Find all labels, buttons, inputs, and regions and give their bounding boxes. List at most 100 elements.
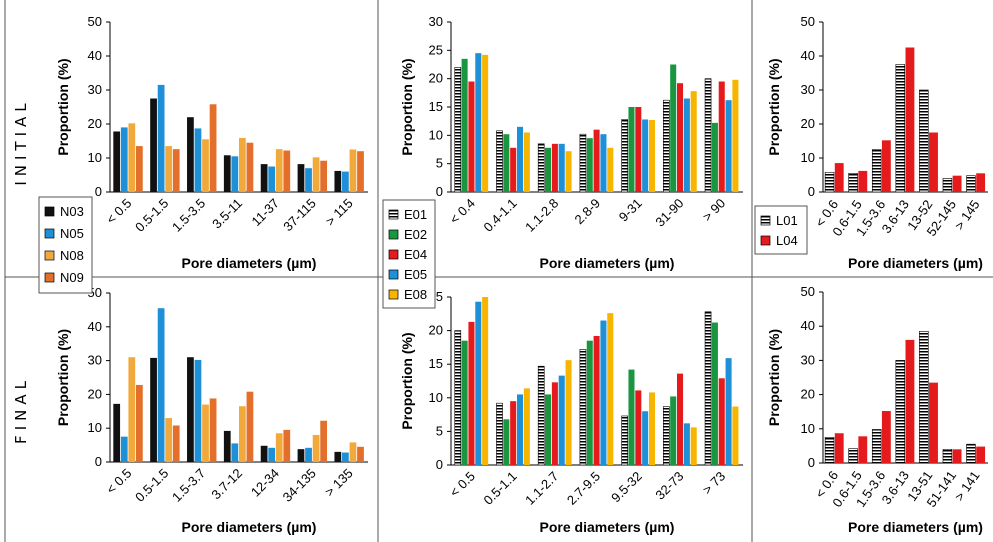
bar-L04-2 bbox=[881, 140, 891, 192]
chart-E-initial: 0 5 10 15 20 25 30 < 0.4 0.4-1.1 1.1-2.8 2.8-9 9-31… bbox=[399, 14, 743, 271]
bar-E01-3 bbox=[579, 349, 587, 466]
bar-N05-0 bbox=[120, 127, 128, 192]
bar-E04-4 bbox=[635, 107, 642, 192]
bar-E08-4 bbox=[648, 120, 656, 192]
bar-E01-5 bbox=[663, 406, 670, 466]
bar-N05-3 bbox=[231, 443, 239, 462]
bar-L04-6 bbox=[976, 446, 986, 463]
y-tick-label: 5 bbox=[436, 156, 443, 171]
bar-L04-0 bbox=[834, 433, 844, 463]
bar-L01-2 bbox=[871, 429, 882, 464]
bar-E04-2 bbox=[551, 382, 558, 465]
bar-L04-2 bbox=[881, 411, 891, 463]
bar-E04-6 bbox=[718, 378, 725, 465]
bar-N09-0 bbox=[135, 146, 143, 192]
x-tick-label: 9-31 bbox=[616, 196, 645, 225]
bar-E08-3 bbox=[607, 147, 614, 192]
bar-E04-6 bbox=[718, 81, 725, 192]
x-tick-label: 31-90 bbox=[652, 196, 686, 230]
bar-E01-2 bbox=[537, 365, 545, 466]
bar-E05-0 bbox=[475, 53, 482, 192]
x-tick-label: 32-73 bbox=[652, 469, 686, 503]
bar-E01-2 bbox=[537, 143, 545, 193]
bar-L04-4 bbox=[929, 132, 938, 192]
bar-E08-2 bbox=[565, 360, 572, 465]
y-tick-label: 20 bbox=[801, 387, 815, 402]
bar-N03-2 bbox=[187, 117, 194, 192]
bar-E04-4 bbox=[635, 390, 642, 465]
bar-N08-2 bbox=[202, 404, 209, 462]
legend-label-E02: E02 bbox=[404, 227, 427, 242]
bar-E02-6 bbox=[711, 122, 718, 192]
y-tick-label: 10 bbox=[88, 150, 102, 165]
bar-N08-3 bbox=[239, 137, 246, 192]
bar-E01-0 bbox=[454, 67, 462, 193]
row-label-initial: INITIAL bbox=[12, 98, 30, 185]
y-tick-label: 30 bbox=[88, 82, 102, 97]
legend-swatch-E04 bbox=[388, 249, 399, 260]
y-tick-label: 20 bbox=[429, 71, 443, 86]
y-tick-label: 20 bbox=[429, 323, 443, 338]
bar-E05-1 bbox=[516, 394, 524, 465]
x-tick-label: < 0.5 bbox=[103, 466, 134, 497]
x-tick-label: 37-115 bbox=[280, 196, 319, 235]
legend-label-N08: N08 bbox=[60, 248, 84, 263]
bar-N05-4 bbox=[268, 447, 276, 462]
x-tick-label: 2.7-9.5 bbox=[564, 469, 603, 508]
legend-E: E01 E02 E04 E05 E08 bbox=[382, 199, 436, 309]
bar-N05-1 bbox=[157, 84, 165, 192]
x-tick-label: 3.7-12 bbox=[208, 466, 245, 503]
x-tick-label: 1.5-3.7 bbox=[169, 466, 208, 505]
legend-label-E04: E04 bbox=[404, 247, 427, 262]
y-tick-label: 30 bbox=[801, 352, 815, 367]
bar-N05-4 bbox=[268, 166, 276, 192]
bar-N09-3 bbox=[246, 142, 254, 192]
bar-E08-0 bbox=[482, 297, 489, 465]
y-tick-label: 0 bbox=[808, 455, 815, 470]
bar-E04-1 bbox=[510, 401, 517, 465]
x-tick-label: 1.5-3.5 bbox=[169, 196, 208, 235]
bar-N05-0 bbox=[120, 436, 128, 462]
bar-N09-6 bbox=[357, 446, 364, 462]
bar-N09-2 bbox=[209, 398, 217, 462]
bar-N08-1 bbox=[165, 146, 173, 192]
bar-L04-1 bbox=[858, 170, 868, 192]
x-tick-label: > 141 bbox=[952, 468, 983, 504]
bar-N03-5 bbox=[297, 449, 305, 462]
bar-E02-3 bbox=[586, 138, 593, 192]
y-tick-label: 40 bbox=[88, 319, 102, 334]
bar-E01-1 bbox=[496, 402, 503, 466]
bar-N08-4 bbox=[275, 433, 283, 462]
row-label-final: FINAL bbox=[12, 376, 30, 444]
x-tick-label: 9.5-32 bbox=[608, 469, 645, 506]
bar-E08-5 bbox=[690, 427, 697, 465]
y-tick-label: 30 bbox=[429, 14, 443, 29]
bar-E01-1 bbox=[496, 130, 503, 193]
x-tick-label: > 73 bbox=[700, 469, 729, 498]
bar-E05-6 bbox=[725, 358, 732, 465]
bar-E05-2 bbox=[558, 375, 565, 465]
y-tick-label: 50 bbox=[88, 14, 102, 29]
bar-L01-6 bbox=[966, 175, 976, 193]
bar-N09-4 bbox=[283, 150, 291, 192]
bar-E08-2 bbox=[565, 151, 572, 192]
bar-N05-2 bbox=[194, 359, 202, 462]
y-axis-title: Proportion (%) bbox=[55, 329, 71, 426]
bar-E04-5 bbox=[677, 83, 684, 192]
y-tick-label: 10 bbox=[801, 421, 815, 436]
legend-label-N09: N09 bbox=[60, 270, 84, 285]
bar-E02-0 bbox=[461, 58, 468, 193]
bar-E02-3 bbox=[586, 340, 593, 465]
legend-label-L04: L04 bbox=[776, 233, 798, 248]
y-tick-label: 10 bbox=[429, 127, 443, 142]
legend-label-E08: E08 bbox=[404, 287, 427, 302]
bar-E08-4 bbox=[648, 392, 656, 465]
x-tick-label: < 0.5 bbox=[103, 196, 134, 227]
y-tick-label: 5 bbox=[436, 423, 443, 438]
x-tick-label: < 0.5 bbox=[447, 469, 478, 500]
legend-swatch-N03 bbox=[44, 206, 55, 217]
bar-N08-0 bbox=[128, 123, 136, 192]
y-tick-label: 15 bbox=[429, 356, 443, 371]
